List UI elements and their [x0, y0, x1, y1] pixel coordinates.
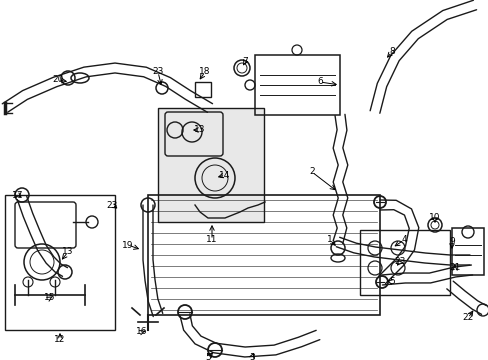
Bar [254, 55, 339, 115]
Text: 13: 13 [62, 248, 74, 256]
Text: 2: 2 [308, 167, 314, 176]
Text: 5: 5 [204, 354, 210, 360]
Text: 21: 21 [448, 264, 460, 273]
Text: 20: 20 [52, 76, 63, 85]
Text: 3: 3 [248, 352, 254, 360]
Text: 4: 4 [400, 235, 406, 244]
Text: 23: 23 [106, 201, 118, 210]
Text: 14: 14 [219, 171, 230, 180]
Text: 11: 11 [206, 235, 217, 244]
Bar [148, 195, 379, 315]
Bar [195, 82, 210, 97]
Text: 19: 19 [122, 240, 134, 249]
Text: 18: 18 [199, 68, 210, 77]
Text: 16: 16 [136, 328, 147, 337]
Text: 5: 5 [388, 278, 394, 287]
Bar [158, 108, 264, 222]
Text: 6: 6 [317, 77, 322, 86]
Text: 7: 7 [242, 58, 247, 67]
Bar [5, 195, 115, 330]
Bar [359, 230, 449, 295]
Text: 8: 8 [388, 48, 394, 57]
Text: 17: 17 [12, 190, 24, 199]
Text: 10: 10 [428, 213, 440, 222]
Text: 23: 23 [152, 68, 163, 77]
Text: 9: 9 [448, 238, 454, 247]
Text: 23: 23 [393, 257, 405, 266]
Text: 12: 12 [54, 336, 65, 345]
Text: 1: 1 [326, 235, 332, 244]
Text: 22: 22 [462, 314, 473, 323]
Text: 13: 13 [194, 126, 205, 135]
Bar [451, 228, 483, 275]
Text: 15: 15 [44, 293, 56, 302]
